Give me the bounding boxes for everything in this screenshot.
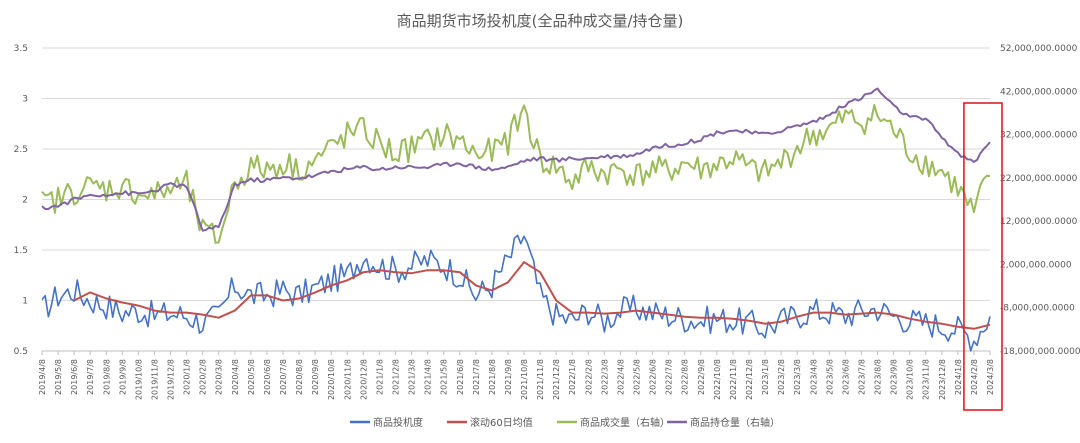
x-tick-label: 2020/2/8: [199, 359, 208, 395]
right-tick-label: 42,000,000.0000: [1000, 87, 1078, 97]
x-tick-label: 2021/9/8: [504, 359, 513, 395]
x-tick-label: 2021/4/8: [424, 359, 433, 395]
legend-label: 商品成交量（右轴）: [580, 416, 670, 429]
x-tick-label: 2021/6/8: [456, 359, 465, 395]
x-tick-label: 2021/5/8: [440, 359, 449, 395]
x-tick-label: 2021/7/8: [472, 359, 481, 395]
x-tick-label: 2019/4/8: [38, 359, 47, 395]
x-tick-label: 2022/6/8: [649, 359, 658, 395]
x-tick-label: 2020/12/8: [359, 359, 368, 400]
highlight-box: [963, 102, 1003, 411]
x-tick-label: 2024/1/8: [954, 359, 963, 395]
x-tick-label: 2022/3/8: [600, 359, 609, 395]
x-tick-label: 2023/3/8: [793, 359, 802, 395]
right-tick-label: -18,000,000.0000: [1000, 347, 1080, 357]
x-tick-label: 2021/12/8: [552, 359, 561, 400]
x-tick-label: 2019/10/8: [134, 359, 143, 400]
highlight-group: [963, 102, 1003, 411]
x-tick-label: 2019/8/8: [102, 359, 111, 395]
x-tick-label: 2020/6/8: [263, 359, 272, 395]
series-line: [41, 87, 991, 232]
x-tick-label: 2023/12/8: [938, 359, 947, 400]
x-tick-label: 2023/6/8: [841, 359, 850, 395]
x-tick-label: 2022/7/8: [665, 359, 674, 395]
x-tick-label: 2023/1/8: [761, 359, 770, 395]
x-tick-label: 2022/2/8: [584, 359, 593, 395]
right-tick-label: 2,000,000.0000: [1000, 260, 1072, 270]
x-tick-label: 2020/5/8: [247, 359, 256, 395]
left-tick-label: 3.5: [14, 44, 28, 54]
x-tick-label: 2021/8/8: [488, 359, 497, 395]
series-line: [41, 104, 991, 244]
x-tick-label: 2020/4/8: [231, 359, 240, 395]
x-tick-label: 2023/5/8: [825, 359, 834, 395]
right-tick-label: 12,000,000.0000: [1000, 217, 1078, 227]
right-tick-label: 32,000,000.0000: [1000, 131, 1078, 141]
legend-label: 滚动60日均值: [470, 416, 533, 429]
x-tick-label: 2023/2/8: [777, 359, 786, 395]
x-tick-label: 2021/2/8: [391, 359, 400, 395]
x-tick-label: 2020/7/8: [279, 359, 288, 395]
left-tick-label: 1: [22, 297, 28, 307]
x-tick-label: 2020/1/8: [183, 359, 192, 395]
x-tick-label: 2021/10/8: [520, 359, 529, 400]
left-tick-label: 1.5: [14, 246, 28, 256]
x-tick-label: 2023/10/8: [906, 359, 915, 400]
x-tick-label: 2022/5/8: [633, 359, 642, 395]
x-tick-label: 2022/8/8: [681, 359, 690, 395]
left-tick-label: 3: [22, 95, 28, 105]
x-tick-label: 2022/12/8: [745, 359, 754, 400]
x-tick-label: 2020/9/8: [311, 359, 320, 395]
right-axis: -18,000,000.0000 -8,000,000.0000 2,000,000…: [1000, 44, 1080, 357]
x-tick-label: 2022/11/8: [729, 359, 738, 400]
right-tick-label: -8,000,000.0000: [1000, 304, 1075, 314]
x-tick-label: 2022/4/8: [616, 359, 625, 395]
series-group: [41, 87, 991, 352]
x-tick-label: 2023/9/8: [890, 359, 899, 395]
x-tick-label: 2022/9/8: [697, 359, 706, 395]
x-tick-label: 2022/1/8: [568, 359, 577, 395]
right-tick-label: 22,000,000.0000: [1000, 174, 1078, 184]
x-tick-label: 2019/11/8: [150, 359, 159, 400]
x-tick-label: 2023/4/8: [809, 359, 818, 395]
series-line: [41, 234, 991, 352]
x-axis: 2019/4/8 2019/5/8 2019/6/8 2019/7/8 2019/8/8…: [38, 350, 995, 400]
x-tick-label: 2020/11/8: [343, 359, 352, 400]
x-tick-label: 2019/7/8: [86, 359, 95, 395]
x-tick-label: 2023/11/8: [922, 359, 931, 400]
chart-title: 商品期货市场投机度(全品种成交量/持仓量): [397, 12, 684, 30]
x-tick-label: 2020/8/8: [295, 359, 304, 395]
x-tick-label: 2023/7/8: [857, 359, 866, 395]
x-tick-label: 2022/10/8: [713, 359, 722, 400]
right-tick-label: 52,000,000.0000: [1000, 44, 1078, 54]
x-tick-label: 2019/12/8: [167, 359, 176, 400]
x-tick-label: 2021/11/8: [536, 359, 545, 400]
x-tick-label: 2019/6/8: [70, 359, 79, 395]
left-tick-label: 2: [22, 196, 28, 206]
x-tick-label: 2019/5/8: [54, 359, 63, 395]
left-tick-label: 0.5: [14, 347, 28, 357]
x-tick-label: 2021/1/8: [375, 359, 384, 395]
legend-label: 商品投机度: [373, 416, 423, 429]
legend-label: 商品持仓量（右轴）: [690, 416, 780, 429]
x-tick-label: 2024/3/8: [986, 359, 995, 395]
x-tick-label: 2020/10/8: [327, 359, 336, 400]
x-tick-label: 2020/3/8: [215, 359, 224, 395]
left-axis: 0.5 1 1.5 2 2.5 3 3.5: [14, 44, 28, 357]
series-line: [73, 261, 991, 330]
x-tick-label: 2021/3/8: [408, 359, 417, 395]
x-tick-label: 2019/9/8: [118, 359, 127, 395]
left-tick-label: 2.5: [14, 145, 28, 155]
x-tick-label: 2023/8/8: [874, 359, 883, 395]
x-tick-label: 2024/2/8: [970, 359, 979, 395]
legend: 商品投机度 滚动60日均值 商品成交量（右轴） 商品持仓量（右轴）: [350, 416, 780, 429]
